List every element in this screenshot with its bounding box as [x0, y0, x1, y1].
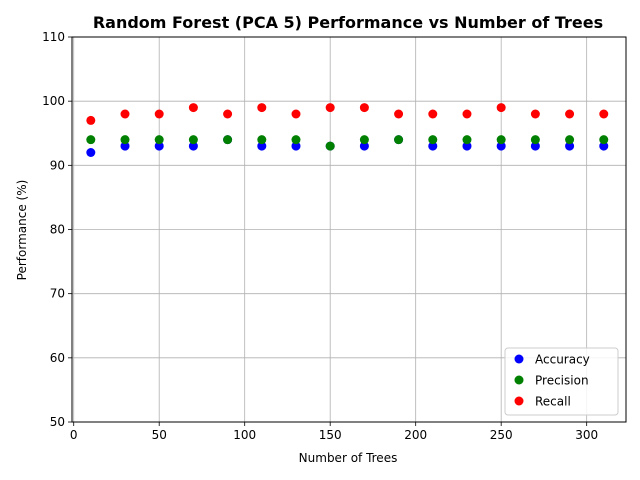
accuracy-point: [291, 141, 301, 151]
accuracy-point: [154, 141, 164, 151]
x-tick-label: 50: [152, 428, 167, 442]
x-tick-label: 300: [575, 428, 598, 442]
accuracy-point: [188, 141, 198, 151]
legend-box: [504, 347, 619, 416]
recall-point: [154, 109, 164, 119]
legend-label-recall: Recall: [535, 395, 571, 409]
precision-point: [120, 135, 130, 145]
recall-point: [223, 109, 233, 119]
precision-point: [599, 135, 609, 145]
y-tick-label: 90: [50, 158, 65, 172]
accuracy-point: [462, 141, 472, 151]
x-tick-label: 250: [490, 428, 513, 442]
precision-point: [530, 135, 540, 145]
legend-marker-recall: [514, 396, 524, 406]
recall-point: [599, 109, 609, 119]
precision-point: [154, 135, 164, 145]
x-tick-label: 200: [404, 428, 427, 442]
recall-point: [462, 109, 472, 119]
data-points: [86, 103, 609, 157]
legend-marker-accuracy: [514, 354, 524, 364]
chart-title: Random Forest (PCA 5) Performance vs Num…: [93, 13, 603, 32]
axis-ticks: 0 50 100 150 200 250 300 50 60 70 80 90 100 110: [42, 30, 598, 442]
recall-point: [188, 103, 198, 113]
precision-point: [496, 135, 506, 145]
x-tick-label: 150: [319, 428, 342, 442]
recall-point: [359, 103, 369, 113]
recall-point: [428, 109, 438, 119]
y-tick-label: 60: [50, 351, 65, 365]
recall-point: [496, 103, 506, 113]
accuracy-point: [565, 141, 575, 151]
precision-point: [428, 135, 438, 145]
series-accuracy: [86, 135, 609, 157]
legend-label-precision: Precision: [535, 374, 589, 388]
x-tick-label: 100: [233, 428, 256, 442]
accuracy-point: [599, 141, 609, 151]
precision-point: [565, 135, 575, 145]
precision-point: [291, 135, 301, 145]
recall-point: [394, 109, 404, 119]
legend: Accuracy Precision Recall: [504, 347, 619, 416]
accuracy-point: [428, 141, 438, 151]
recall-point: [325, 103, 335, 113]
precision-point: [188, 135, 198, 145]
recall-point: [291, 109, 301, 119]
accuracy-point: [120, 141, 130, 151]
y-tick-label: 70: [50, 287, 65, 301]
series-precision: [86, 135, 609, 151]
y-axis-label: Performance (%): [15, 180, 29, 281]
y-tick-label: 110: [42, 30, 65, 44]
x-axis-label: Number of Trees: [299, 451, 398, 465]
precision-point: [86, 135, 96, 145]
recall-point: [86, 115, 96, 125]
legend-marker-precision: [514, 375, 524, 385]
precision-point: [223, 135, 233, 145]
recall-point: [565, 109, 575, 119]
y-tick-label: 100: [42, 94, 65, 108]
recall-point: [530, 109, 540, 119]
y-tick-label: 50: [50, 415, 65, 429]
accuracy-point: [86, 148, 96, 157]
precision-point: [462, 135, 472, 145]
precision-point: [359, 135, 369, 145]
precision-point: [325, 141, 335, 151]
recall-point: [257, 103, 267, 113]
accuracy-point: [496, 141, 506, 151]
recall-point: [120, 109, 130, 119]
x-tick-label: 0: [70, 428, 78, 442]
legend-label-accuracy: Accuracy: [535, 353, 590, 367]
series-recall: [86, 103, 609, 125]
y-tick-label: 80: [50, 223, 65, 237]
precision-point: [394, 135, 404, 145]
accuracy-point: [359, 141, 369, 151]
accuracy-point: [530, 141, 540, 151]
precision-point: [257, 135, 267, 145]
accuracy-point: [257, 141, 267, 151]
